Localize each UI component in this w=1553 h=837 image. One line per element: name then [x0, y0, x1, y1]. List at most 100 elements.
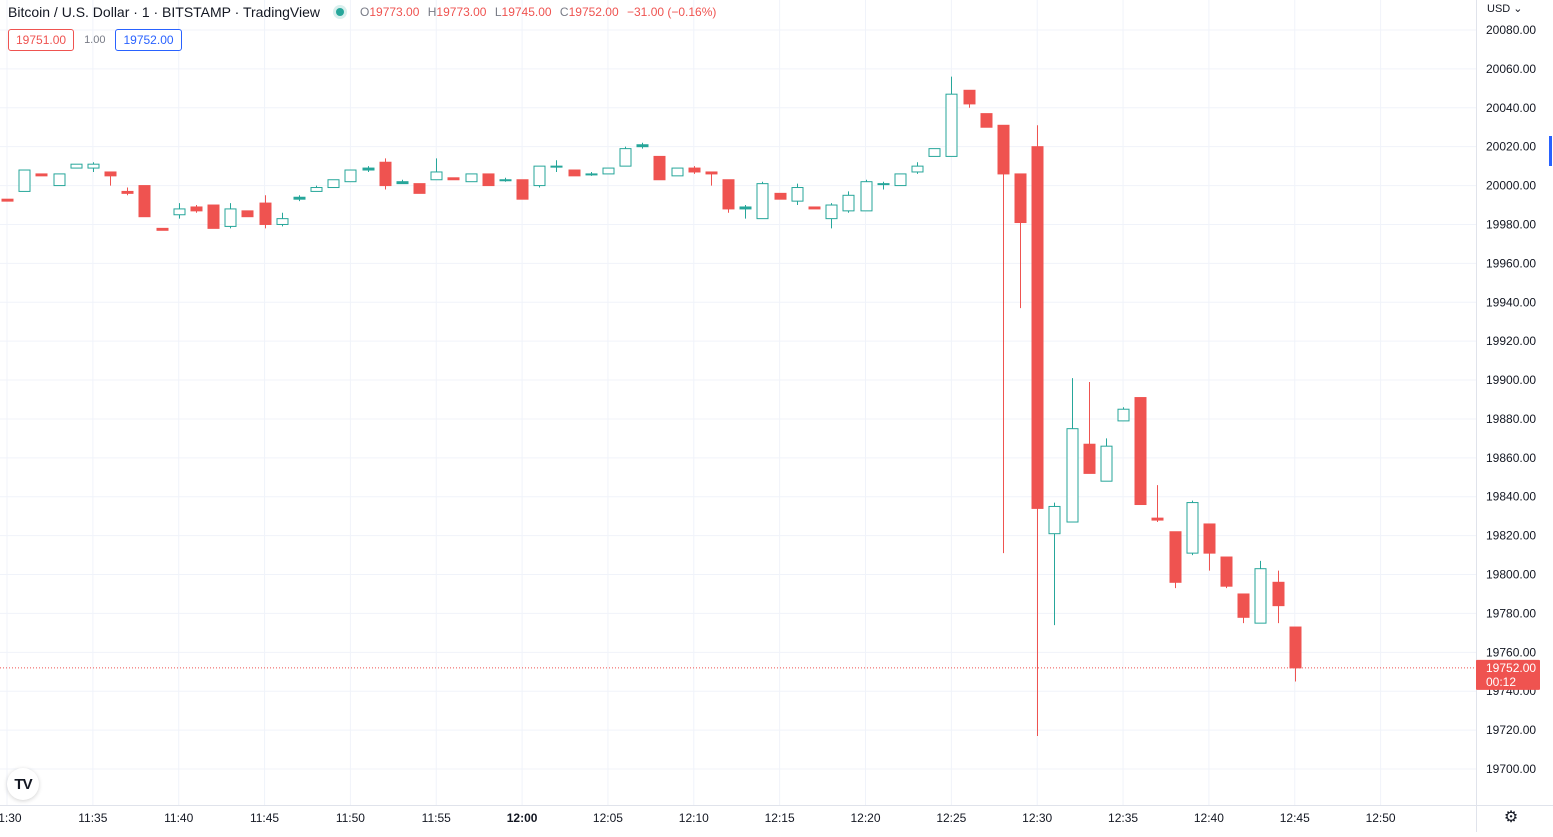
candle-body[interactable]	[35, 173, 48, 177]
candle-body[interactable]	[568, 169, 581, 177]
candle-body[interactable]	[1134, 397, 1147, 506]
candle-body[interactable]	[207, 204, 220, 229]
candle-body[interactable]	[636, 144, 649, 148]
y-tick-label: 19700.00	[1486, 762, 1536, 776]
sell-price-button[interactable]: 19751.00	[8, 29, 75, 51]
candle-body[interactable]	[1083, 443, 1096, 474]
candle-body[interactable]	[241, 210, 254, 218]
candle-body[interactable]	[1237, 593, 1250, 618]
candle-body[interactable]	[156, 227, 169, 231]
currency-selector[interactable]: USD ⌄	[1487, 2, 1523, 15]
x-tick-label: 11:45	[250, 811, 279, 825]
ohlc-low: L19745.00	[494, 5, 552, 19]
candle-body[interactable]	[842, 194, 855, 212]
candle-body[interactable]	[293, 196, 306, 200]
candle-body[interactable]	[774, 192, 787, 200]
chevron-down-icon[interactable]: ⌄	[1513, 3, 1523, 15]
candle-body[interactable]	[1100, 445, 1113, 482]
candle-body[interactable]	[945, 93, 958, 157]
candle-body[interactable]	[1203, 523, 1216, 554]
candle-body[interactable]	[1, 198, 14, 202]
candle-body[interactable]	[190, 206, 203, 212]
x-tick-label: 12:40	[1194, 811, 1224, 825]
candle-body[interactable]	[756, 183, 769, 220]
candle-body[interactable]	[911, 165, 924, 173]
tradingview-logo[interactable]: TV	[7, 768, 39, 800]
candle-body[interactable]	[585, 173, 598, 176]
candle-body[interactable]	[997, 124, 1010, 175]
candle-body[interactable]	[1014, 173, 1027, 224]
last-price-badge[interactable]	[1476, 659, 1540, 690]
candle-body[interactable]	[104, 171, 117, 177]
candle-body[interactable]	[671, 167, 684, 177]
candle-body[interactable]	[224, 208, 237, 227]
candle-body[interactable]	[516, 179, 529, 200]
symbol-title[interactable]: Bitcoin / U.S. Dollar · 1 · BITSTAMP · T…	[8, 4, 320, 20]
buy-price-button[interactable]: 19752.00	[115, 29, 182, 51]
candle-body[interactable]	[482, 173, 495, 187]
gear-icon[interactable]: ⚙	[1503, 809, 1519, 826]
candle-body[interactable]	[259, 202, 272, 225]
candle-body[interactable]	[533, 165, 546, 187]
candle-body[interactable]	[396, 181, 409, 185]
candle-body[interactable]	[1272, 581, 1285, 607]
candle-body[interactable]	[310, 187, 323, 192]
candle-body[interactable]	[791, 187, 804, 202]
candle-body[interactable]	[894, 173, 907, 187]
candle-body[interactable]	[499, 179, 512, 182]
candle-body[interactable]	[1220, 556, 1233, 587]
candle-body[interactable]	[722, 179, 735, 210]
candle-body[interactable]	[344, 169, 357, 183]
candle-body[interactable]	[87, 163, 100, 169]
candle-body[interactable]	[1254, 568, 1267, 624]
currency-label[interactable]: USD	[1487, 3, 1511, 15]
candle-body[interactable]	[860, 181, 873, 212]
candle-body[interactable]	[173, 208, 186, 216]
candle-body[interactable]	[550, 165, 563, 168]
candle-body[interactable]	[430, 171, 443, 181]
candle-body[interactable]	[877, 183, 890, 186]
candle-body[interactable]	[447, 177, 460, 181]
candle-body[interactable]	[1151, 517, 1164, 521]
candle-body[interactable]	[413, 183, 426, 194]
candle-body[interactable]	[963, 89, 976, 105]
price-scale-handle[interactable]	[1549, 136, 1552, 166]
x-tick-label: 12:45	[1280, 811, 1310, 825]
candle-body[interactable]	[705, 171, 718, 175]
market-status-icon[interactable]	[336, 8, 344, 16]
candle-body[interactable]	[619, 148, 632, 167]
candle-body[interactable]	[1048, 505, 1061, 535]
candle-body[interactable]	[379, 161, 392, 187]
candle-body[interactable]	[739, 206, 752, 210]
x-tick-label: 11:30	[0, 811, 22, 825]
candle-body[interactable]	[1186, 502, 1199, 554]
candle-body[interactable]	[276, 218, 289, 225]
candle-body[interactable]	[653, 155, 666, 181]
spread-value: 1.00	[84, 34, 106, 46]
candle-body[interactable]	[1117, 408, 1130, 422]
candle-body[interactable]	[602, 167, 615, 175]
candle-body[interactable]	[1031, 146, 1044, 509]
y-tick-label: 20000.00	[1486, 179, 1536, 193]
candle-body[interactable]	[808, 206, 821, 210]
candle-body[interactable]	[121, 190, 134, 194]
x-tick-label: 12:25	[936, 811, 966, 825]
candle-body[interactable]	[825, 204, 838, 220]
candle-body[interactable]	[138, 185, 151, 218]
candle-body[interactable]	[327, 179, 340, 189]
candle-body[interactable]	[688, 167, 701, 173]
candle-body[interactable]	[980, 113, 993, 128]
y-tick-label: 19960.00	[1486, 256, 1536, 270]
candle-body[interactable]	[70, 163, 83, 169]
candle-body[interactable]	[362, 167, 375, 171]
candle-body[interactable]	[1066, 428, 1079, 523]
candle-body[interactable]	[1169, 531, 1182, 583]
candle-body[interactable]	[18, 169, 31, 192]
candle-body[interactable]	[465, 173, 478, 183]
candle-body[interactable]	[1289, 626, 1302, 669]
candle-body[interactable]	[53, 173, 66, 187]
candle-body[interactable]	[928, 148, 941, 157]
